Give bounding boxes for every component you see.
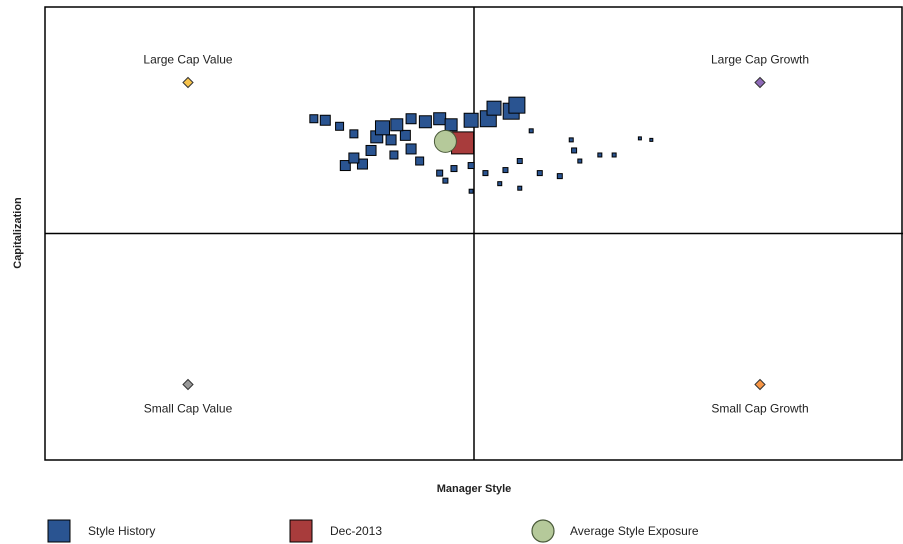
point (467, 162, 475, 170)
point (309, 114, 319, 124)
point (516, 158, 523, 165)
legend-swatch (47, 519, 71, 543)
point (468, 188, 474, 194)
benchmark-label: Large Cap Growth (711, 53, 809, 67)
point (508, 96, 526, 114)
point (319, 114, 331, 126)
benchmark-marker (182, 378, 194, 391)
point (486, 100, 502, 116)
point (385, 134, 397, 146)
x-axis-label: Manager Style (437, 483, 512, 495)
legend-swatch (289, 519, 313, 543)
point (374, 120, 390, 136)
point (418, 115, 432, 129)
point (611, 152, 617, 158)
legend-label: Average Style Exposure (570, 524, 699, 538)
point (433, 112, 447, 126)
benchmark-label: Small Cap Growth (711, 402, 808, 416)
point (637, 136, 642, 141)
point (502, 167, 509, 174)
point (356, 158, 368, 170)
point (482, 170, 489, 177)
point (415, 156, 425, 166)
point (649, 137, 654, 142)
benchmark-marker (754, 378, 766, 391)
point (444, 118, 458, 132)
point (577, 158, 583, 164)
point (405, 143, 417, 155)
point (405, 113, 417, 125)
point (436, 169, 444, 177)
legend-label: Dec-2013 (330, 524, 382, 538)
legend-label: Style History (88, 524, 155, 538)
point (556, 173, 563, 180)
point (497, 181, 503, 187)
point (348, 152, 360, 164)
benchmark-label: Small Cap Value (144, 402, 233, 416)
point (463, 112, 479, 128)
point (536, 170, 543, 177)
point (335, 121, 345, 131)
point (442, 177, 449, 184)
point (339, 160, 351, 172)
point (450, 165, 458, 173)
point (365, 144, 377, 156)
point (433, 129, 457, 153)
benchmark-marker (754, 76, 766, 89)
point (568, 137, 574, 143)
y-axis-label: Capitalization (12, 197, 24, 269)
point (399, 129, 411, 141)
point (349, 129, 359, 139)
point (517, 185, 523, 191)
benchmark-marker (182, 76, 194, 89)
benchmark-label: Large Cap Value (143, 53, 233, 67)
point (597, 152, 603, 158)
point (389, 150, 399, 160)
point (528, 128, 534, 134)
point (571, 147, 578, 154)
point (390, 118, 404, 132)
legend-swatch (531, 519, 555, 543)
